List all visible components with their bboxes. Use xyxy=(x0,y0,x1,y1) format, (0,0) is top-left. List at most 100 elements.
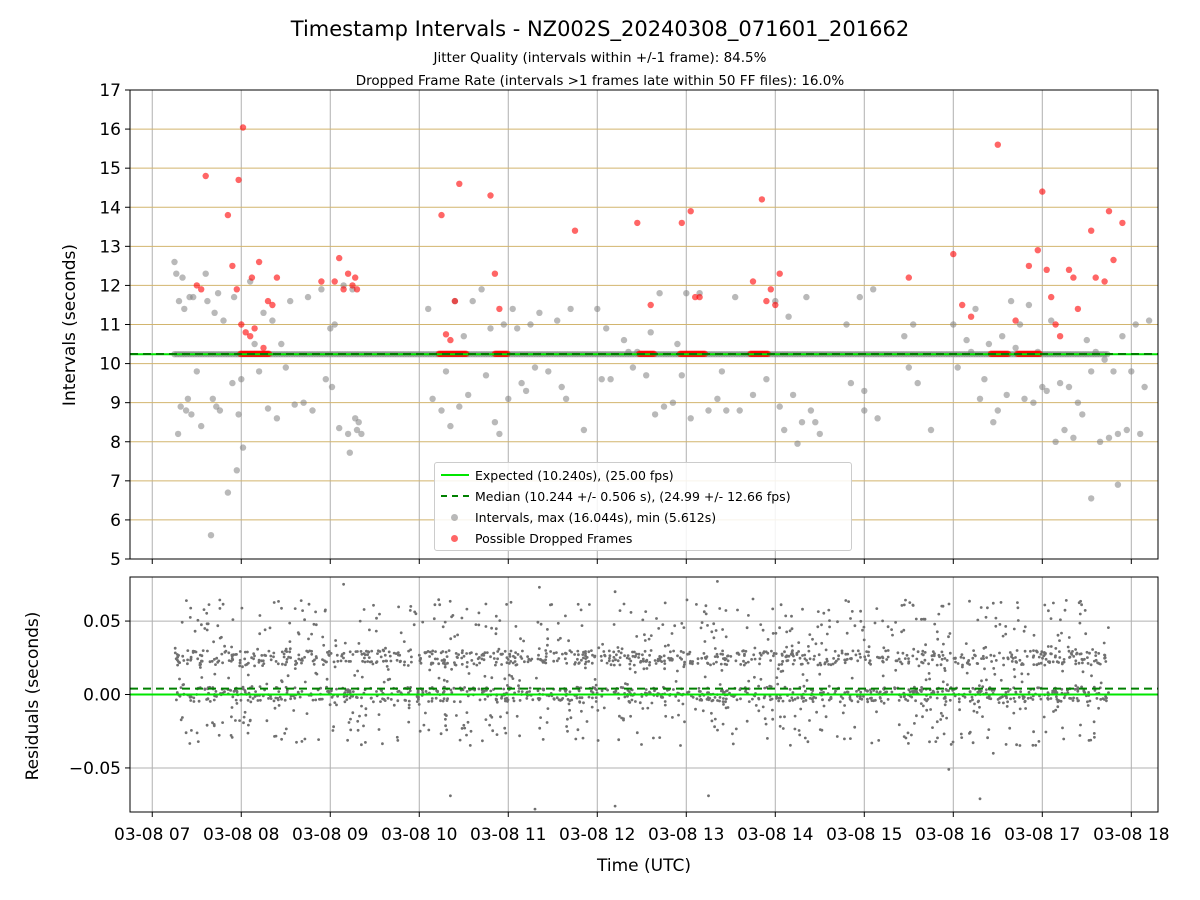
residual-point xyxy=(433,603,437,607)
residual-point xyxy=(603,653,606,657)
residual-point xyxy=(649,649,653,652)
residual-point xyxy=(283,698,287,702)
residual-point xyxy=(643,633,646,637)
residual-point xyxy=(1095,697,1099,700)
residual-point xyxy=(475,663,479,667)
residual-point xyxy=(1039,661,1043,665)
residual-point xyxy=(859,619,863,623)
residual-point xyxy=(921,704,925,708)
residual-point xyxy=(480,657,484,661)
residual-point xyxy=(189,606,193,610)
residual-point xyxy=(659,655,663,659)
residual-point xyxy=(1078,652,1082,656)
residual-point xyxy=(360,675,364,679)
interval-point xyxy=(188,411,195,418)
residual-point xyxy=(804,689,807,693)
residual-point xyxy=(958,708,961,712)
residual-point xyxy=(363,660,367,664)
residual-point xyxy=(360,652,364,656)
residual-point xyxy=(707,794,710,798)
residual-point xyxy=(580,696,584,700)
residual-point xyxy=(654,662,658,665)
residual-point xyxy=(1097,652,1101,655)
interval-point xyxy=(683,290,690,297)
residual-point xyxy=(190,729,193,732)
residual-point xyxy=(700,621,704,624)
residual-point xyxy=(1099,698,1103,701)
residual-point xyxy=(362,608,366,611)
residual-point xyxy=(545,652,548,655)
residual-point xyxy=(644,610,648,613)
residual-point xyxy=(242,715,246,719)
residual-point xyxy=(437,598,441,602)
residual-point xyxy=(387,650,391,654)
residual-point xyxy=(322,643,326,647)
residual-point xyxy=(1012,711,1016,715)
residual-point xyxy=(417,703,421,706)
residual-point xyxy=(465,665,469,669)
residual-point xyxy=(584,652,587,655)
residual-point xyxy=(935,720,939,724)
residual-point xyxy=(679,744,682,747)
residual-point xyxy=(752,653,756,657)
residual-point xyxy=(928,677,931,681)
residual-point xyxy=(253,664,256,668)
dropped-frame-point xyxy=(1070,274,1077,281)
residual-point xyxy=(853,725,857,729)
residual-point xyxy=(758,657,762,661)
residual-point xyxy=(1026,672,1030,676)
residual-point xyxy=(1012,668,1016,671)
residual-point xyxy=(490,676,494,680)
residual-point xyxy=(439,732,443,736)
residual-point xyxy=(637,656,640,659)
residual-point xyxy=(494,632,498,636)
residual-point xyxy=(402,640,406,643)
residual-point xyxy=(514,625,518,628)
residual-point xyxy=(944,700,948,703)
residual-point xyxy=(212,698,216,702)
interval-point xyxy=(181,305,188,313)
residual-point xyxy=(377,713,381,716)
residual-point xyxy=(584,650,587,653)
residual-point xyxy=(758,662,761,666)
residual-point xyxy=(941,714,945,718)
residual-point xyxy=(203,627,207,630)
residual-point xyxy=(710,719,714,723)
residual-point xyxy=(205,622,209,626)
residual-point xyxy=(334,644,338,648)
residual-point xyxy=(407,706,411,710)
residual-point xyxy=(1043,663,1047,667)
residual-point xyxy=(1043,603,1047,607)
residual-point xyxy=(936,690,940,694)
residual-point xyxy=(433,657,437,661)
residual-point xyxy=(1023,649,1027,653)
residual-point xyxy=(866,689,869,693)
residual-point xyxy=(977,699,980,703)
legend-marker-dropped xyxy=(435,528,475,548)
residual-point xyxy=(1032,663,1036,666)
residual-point xyxy=(1067,636,1071,639)
residual-point xyxy=(294,659,297,663)
dropped-frame-point xyxy=(1048,293,1055,301)
residual-point xyxy=(998,623,1002,626)
residual-point xyxy=(1092,732,1096,735)
residual-point xyxy=(283,732,287,735)
residual-point xyxy=(397,653,400,657)
residual-point xyxy=(954,660,957,664)
residual-point xyxy=(816,625,820,629)
residual-point xyxy=(358,619,362,623)
residual-point xyxy=(296,631,300,634)
residual-point xyxy=(389,698,393,701)
residual-point xyxy=(939,663,943,667)
interval-point xyxy=(509,305,516,313)
residual-point xyxy=(186,649,190,652)
residual-point xyxy=(467,672,471,675)
residual-point xyxy=(339,659,343,663)
residual-point xyxy=(788,687,792,691)
residual-point xyxy=(894,621,897,624)
residual-point xyxy=(850,657,853,660)
dropped-frame-point xyxy=(1119,219,1126,227)
residual-point xyxy=(998,651,1001,655)
residual-point xyxy=(460,727,464,730)
residual-point xyxy=(561,652,564,656)
